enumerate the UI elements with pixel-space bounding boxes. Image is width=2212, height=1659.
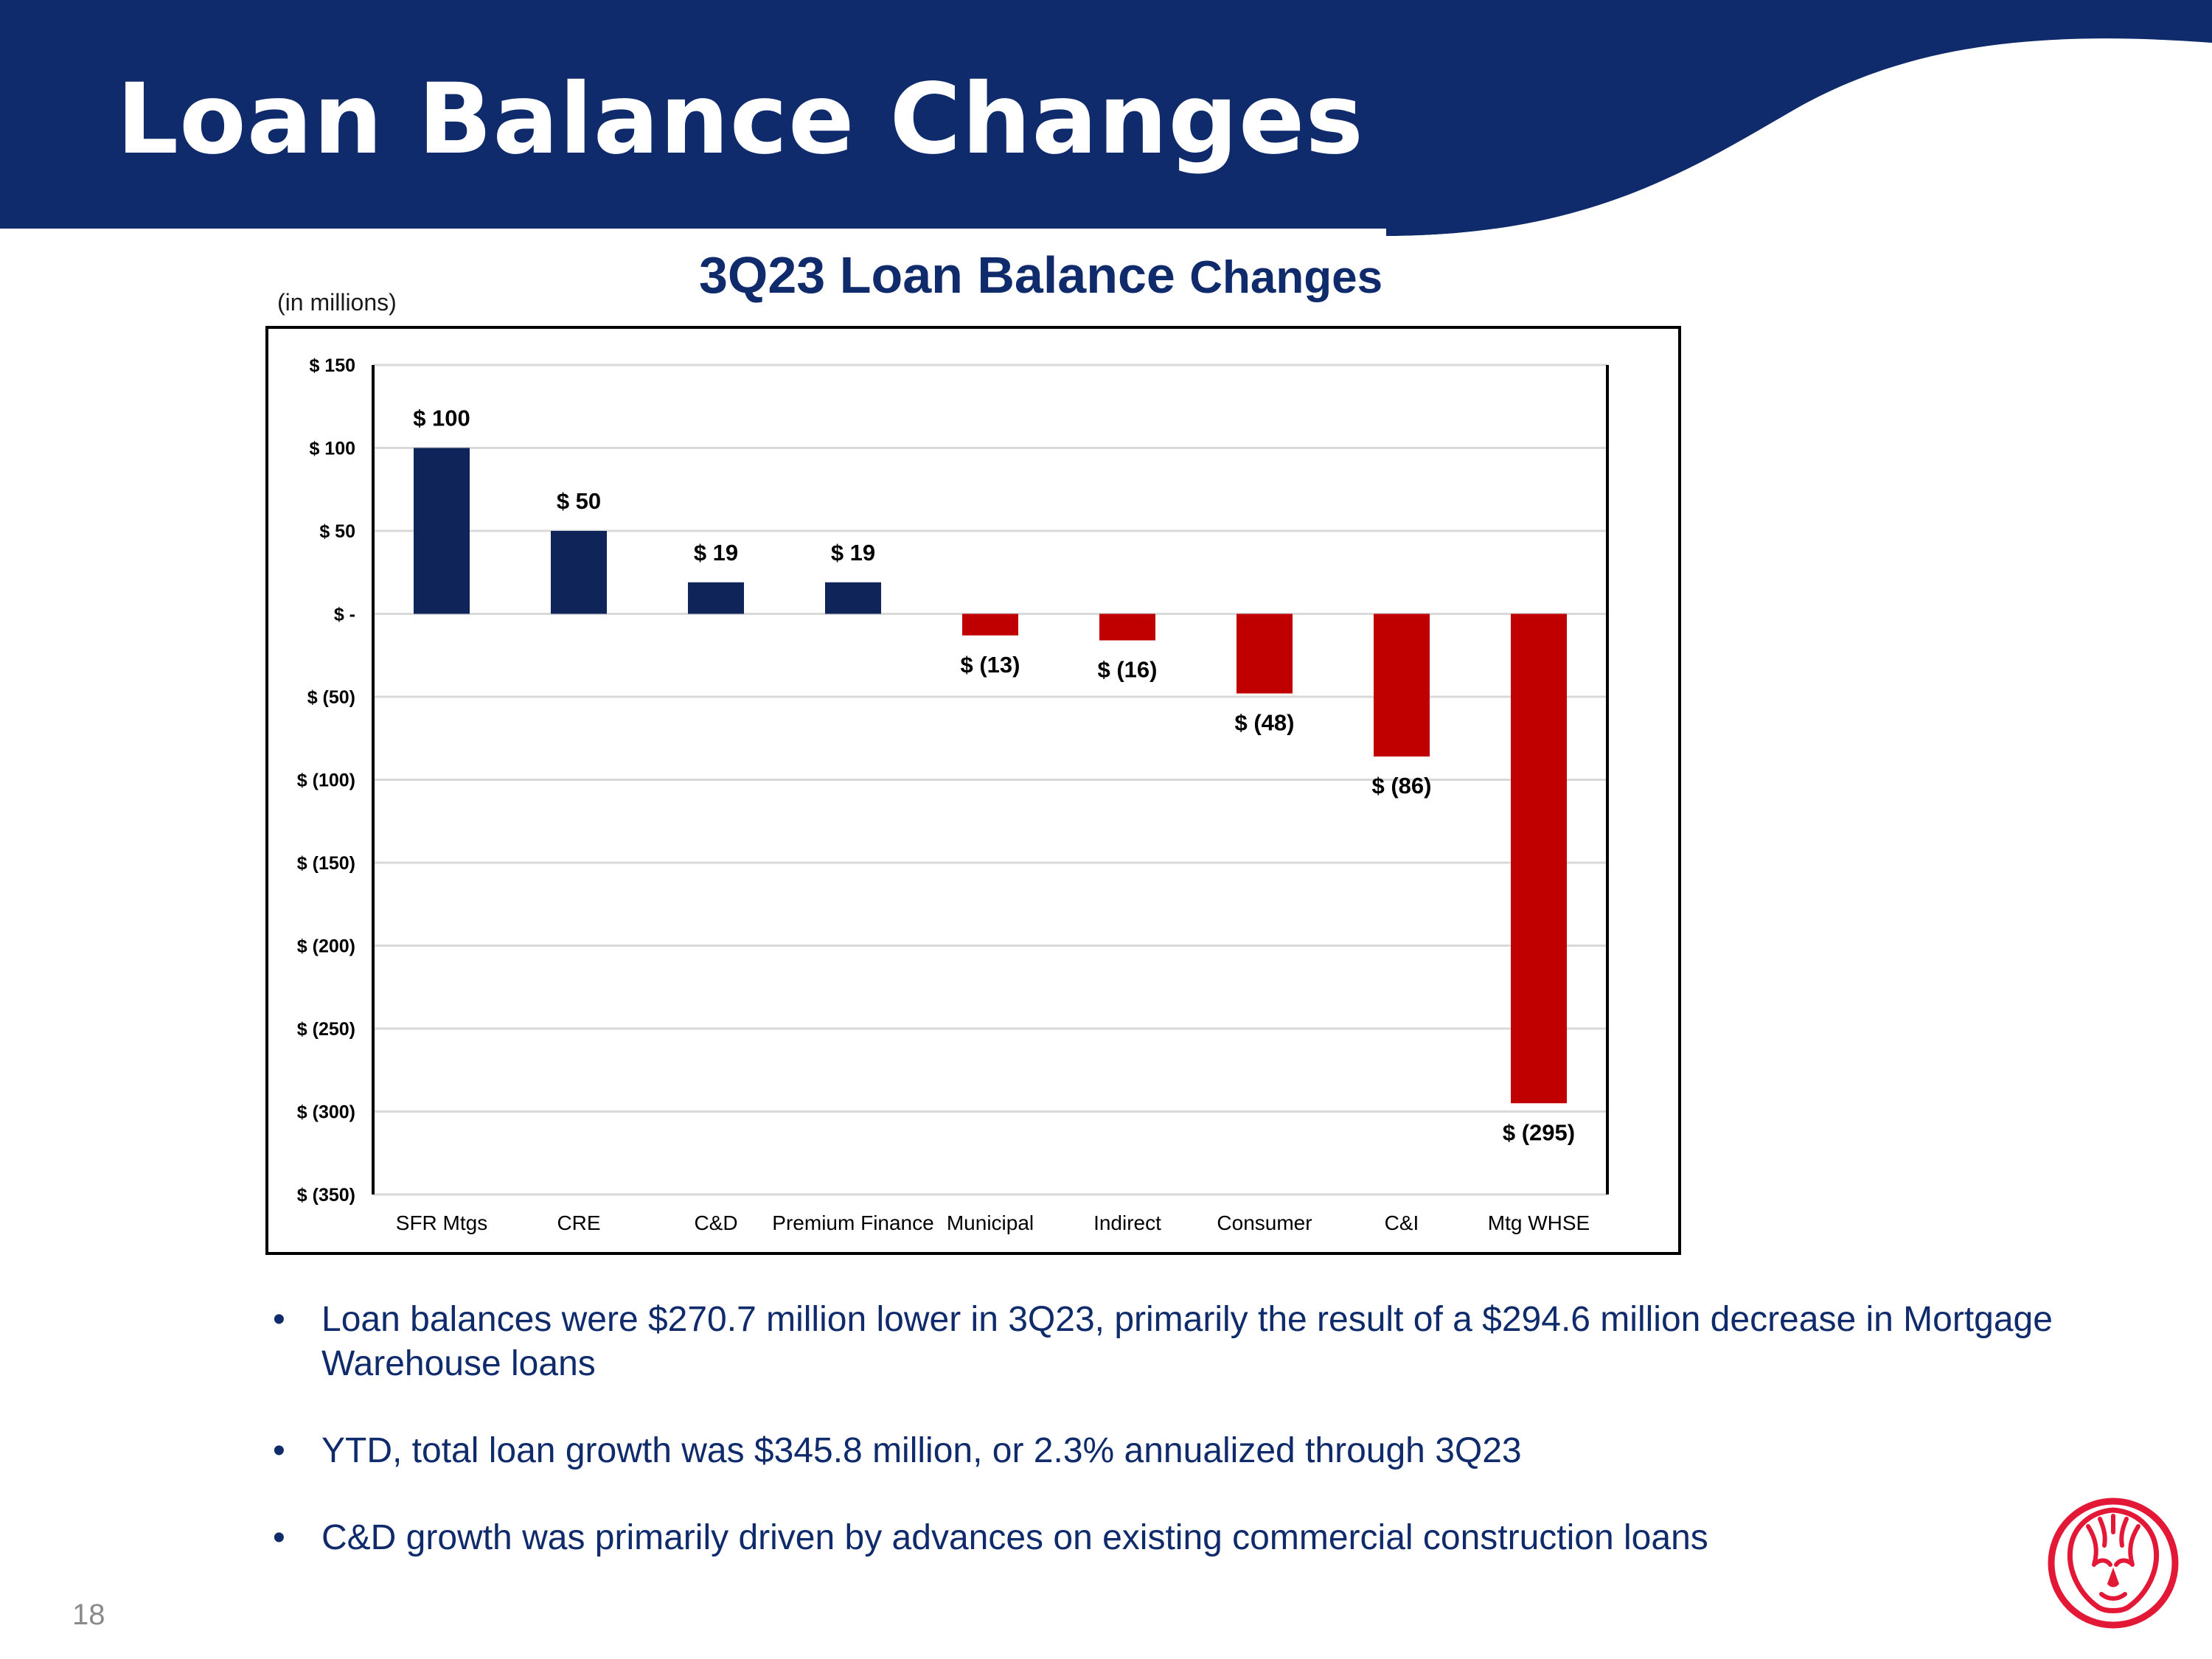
x-tick-label: C&D	[694, 1211, 737, 1234]
x-tick-label: Consumer	[1217, 1211, 1312, 1234]
y-tick-label: $ (100)	[297, 771, 355, 791]
data-label: $ 19	[831, 540, 875, 566]
y-tick-label: $ 100	[309, 439, 355, 459]
bullet-dot: •	[273, 1300, 285, 1339]
bar-chart: $ 150 $ 100 $ 50 $ - $ (50) $ (100) $ (150) $ (…	[265, 326, 1681, 1255]
bullet-text: C&D growth was primarily driven by advan…	[321, 1518, 1708, 1557]
x-tick-label: Premium Finance	[772, 1211, 933, 1234]
y-tick-label: $ (50)	[307, 687, 355, 708]
data-label: $ (16)	[1098, 657, 1158, 683]
chart-frame	[265, 326, 1681, 1255]
y-tick-label: $ (300)	[297, 1102, 355, 1123]
data-label: $ (295)	[1503, 1119, 1575, 1145]
chart-title-main: 3Q23 Loan Balance	[699, 246, 1190, 304]
y-tick-label: $ 50	[319, 521, 355, 542]
chart-title: 3Q23 Loan Balance Changes	[699, 249, 1382, 301]
data-label: $ (48)	[1235, 710, 1295, 736]
bar	[1237, 613, 1293, 694]
data-label: $ (13)	[961, 652, 1020, 678]
y-tick-label: $ (150)	[297, 853, 355, 874]
bar	[1374, 613, 1430, 757]
bullet-list: • Loan balances were $270.7 million lower…	[273, 1298, 2057, 1603]
x-tick-label: Indirect	[1093, 1211, 1161, 1234]
slide-title: Loan Balance Changes	[116, 63, 1364, 176]
bullet-item: • C&D growth was primarily driven by adva…	[273, 1516, 2057, 1560]
page-number: 18	[72, 1599, 105, 1631]
bullet-dot: •	[273, 1518, 285, 1557]
bar	[414, 448, 470, 614]
x-tick-label: CRE	[557, 1211, 600, 1234]
lion-head-icon	[2048, 1498, 2179, 1629]
y-tick-label: $ -	[334, 605, 355, 625]
data-label: $ 100	[413, 406, 470, 431]
bar	[551, 531, 607, 614]
bar	[825, 582, 881, 614]
x-tick-label: Mtg WHSE	[1488, 1211, 1590, 1234]
x-tick-label: C&I	[1385, 1211, 1419, 1234]
x-tick-label: Municipal	[947, 1211, 1034, 1234]
units-note: (in millions)	[277, 289, 397, 316]
chart-title-tail: Changes	[1189, 252, 1383, 303]
bar	[962, 613, 1018, 636]
bar	[688, 582, 744, 614]
bullet-item: • Loan balances were $270.7 million lower…	[273, 1298, 2057, 1386]
data-label: $ 50	[557, 488, 601, 514]
bullet-dot: •	[273, 1431, 285, 1470]
bullet-item: • YTD, total loan growth was $345.8 milli…	[273, 1429, 2057, 1473]
bullet-text: Loan balances were $270.7 million lower …	[321, 1300, 2053, 1383]
y-tick-label: $ (200)	[297, 936, 355, 957]
y-tick-label: $ (350)	[297, 1185, 355, 1206]
bullet-text: YTD, total loan growth was $345.8 millio…	[321, 1431, 1522, 1470]
data-label: $ 19	[694, 540, 738, 566]
x-tick-label: SFR Mtgs	[396, 1211, 487, 1234]
y-tick-label: $ 150	[309, 355, 355, 376]
bar	[1099, 613, 1155, 641]
bar	[1511, 613, 1567, 1104]
y-tick-label: $ (250)	[297, 1019, 355, 1040]
data-label: $ (86)	[1372, 773, 1432, 799]
header-banner	[0, 0, 2212, 236]
